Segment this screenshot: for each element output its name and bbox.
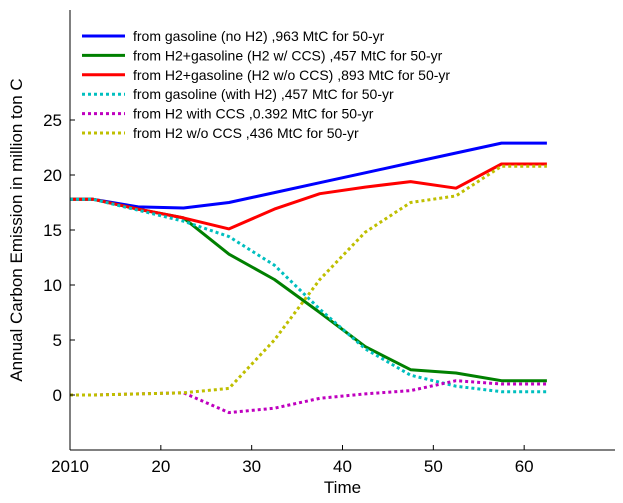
y-tick-label: 15 <box>43 221 62 240</box>
series-line-1 <box>70 141 547 210</box>
x-tick-label: 2010 <box>51 457 89 476</box>
series-lines <box>70 141 547 415</box>
x-tick-label: 50 <box>424 457 443 476</box>
y-tick-label: 25 <box>43 111 62 130</box>
y-tick-label: 0 <box>53 386 62 405</box>
legend: from gasoline (no H2) ,963 MtC for 50-yr… <box>82 28 450 141</box>
legend-entry-2: from H2+gasoline (H2 w/ CCS) ,457 MtC fo… <box>133 47 443 63</box>
x-tick-label: 40 <box>333 457 352 476</box>
series-line-6 <box>70 164 547 397</box>
x-tick-label: 60 <box>515 457 534 476</box>
y-axis-label: Annual Carbon Emission in million ton C <box>7 78 26 381</box>
legend-entry-3: from H2+gasoline (H2 w/o CCS) ,893 MtC f… <box>133 67 450 83</box>
axes: 2010 20 30 40 50 60 0 5 10 15 20 25 <box>43 10 615 476</box>
x-tick-label: 30 <box>242 457 261 476</box>
y-tick-label: 10 <box>43 276 62 295</box>
legend-entry-1: from gasoline (no H2) ,963 MtC for 50-yr <box>133 28 385 44</box>
plot-area <box>70 10 615 450</box>
y-tick-label: 5 <box>53 331 62 350</box>
series-line-4 <box>70 197 547 394</box>
y-tick-label: 20 <box>43 166 62 185</box>
legend-entry-4: from gasoline (with H2) ,457 MtC for 50-… <box>133 86 394 102</box>
legend-entry-5: from H2 with CCS ,0.392 MtC for 50-yr <box>133 106 374 122</box>
x-axis-label: Time <box>324 478 361 497</box>
x-tick-label: 20 <box>151 457 170 476</box>
legend-entry-6: from H2 w/o CCS ,436 MtC for 50-yr <box>133 125 359 141</box>
